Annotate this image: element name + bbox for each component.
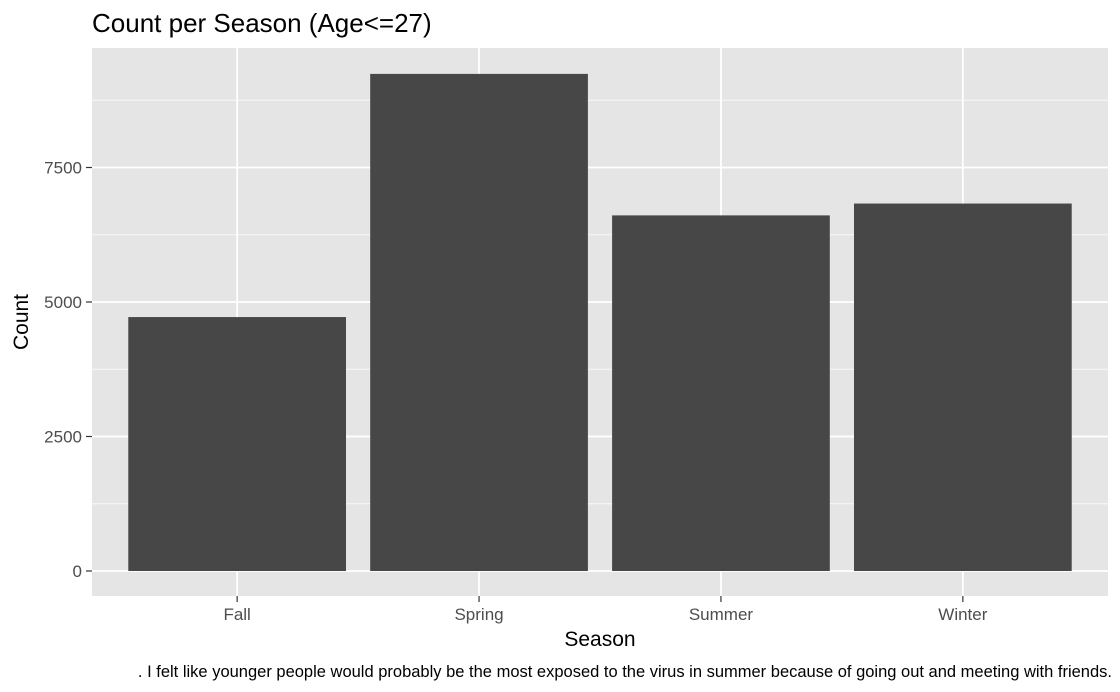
y-tick-label: 0: [73, 562, 82, 581]
chart-title: Count per Season (Age<=27): [92, 8, 432, 38]
x-axis: Fall Spring Summer Winter: [223, 596, 988, 624]
caption-text: . I felt like younger people would proba…: [137, 663, 1112, 681]
y-axis-label: Count: [10, 294, 33, 350]
x-tick-label: Fall: [223, 605, 250, 624]
bar-fall: [128, 317, 346, 571]
bar-winter: [854, 203, 1072, 571]
y-axis: 0 2500 5000 7500: [44, 159, 92, 581]
bar-spring: [370, 73, 588, 571]
bar-chart: Count per Season (Age<=27) 0 2500 5000 7500…: [10, 8, 1108, 651]
x-tick-label: Winter: [938, 605, 987, 624]
y-tick-label: 5000: [44, 293, 82, 312]
bar-summer: [612, 215, 830, 571]
x-tick-label: Summer: [689, 605, 754, 624]
x-tick-label: Spring: [454, 605, 503, 624]
x-axis-label: Season: [564, 628, 635, 651]
y-tick-label: 2500: [44, 428, 82, 447]
bars: [128, 73, 1072, 571]
y-tick-label: 7500: [44, 159, 82, 178]
